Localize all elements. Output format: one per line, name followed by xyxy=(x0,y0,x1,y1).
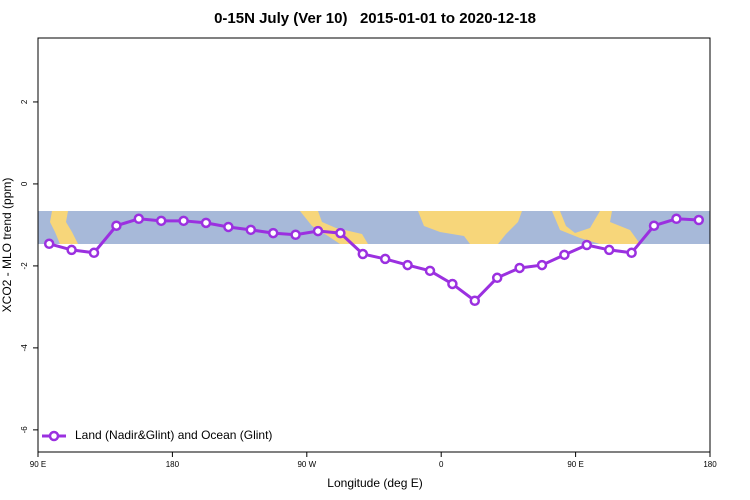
legend-marker xyxy=(48,430,60,442)
point xyxy=(155,215,167,227)
land xyxy=(418,211,522,244)
point xyxy=(111,220,122,231)
point xyxy=(648,220,660,231)
point xyxy=(536,259,548,271)
x-tick-label: 180 xyxy=(703,460,717,469)
map-band xyxy=(38,211,710,244)
point xyxy=(671,213,682,225)
point xyxy=(514,262,525,274)
y-tick-label: -2 xyxy=(20,262,29,270)
point xyxy=(267,227,279,239)
point xyxy=(43,238,55,250)
land xyxy=(300,211,368,244)
point xyxy=(693,214,705,226)
y-tick-label: -4 xyxy=(20,344,29,352)
point xyxy=(357,248,369,260)
point xyxy=(200,217,212,229)
x-axis-label: Longitude (deg E) xyxy=(327,476,422,490)
point xyxy=(469,295,481,306)
x-tick-label: 90 E xyxy=(30,460,46,469)
x-tick-label: 0 xyxy=(439,460,444,469)
x-tick-label: 90 W xyxy=(297,460,316,469)
chart-title: 0-15N July (Ver 10) 2015-01-01 to 2020-1… xyxy=(214,10,536,27)
point xyxy=(223,221,234,233)
legend-label: Land (Nadir&Glint) and Ocean (Glint) xyxy=(75,428,272,442)
x-tick-label: 180 xyxy=(166,460,180,469)
y-tick-label: -6 xyxy=(20,426,29,434)
point xyxy=(491,272,503,284)
plot-frame xyxy=(37,37,711,453)
point xyxy=(290,229,301,241)
land xyxy=(50,211,78,244)
point xyxy=(88,247,100,259)
point xyxy=(335,227,346,239)
point xyxy=(178,215,189,227)
y-axis-label: XCO2 - MLO trend (ppm) xyxy=(0,178,14,313)
point xyxy=(379,253,391,265)
point xyxy=(447,278,458,290)
y-tick-label: 0 xyxy=(20,181,29,186)
point xyxy=(312,225,324,237)
point xyxy=(133,213,145,225)
point xyxy=(66,244,77,256)
y-tick-label: 2 xyxy=(20,99,29,104)
point xyxy=(626,247,637,259)
x-tick-label: 90 E xyxy=(567,460,583,469)
point xyxy=(245,224,257,236)
point xyxy=(402,259,413,271)
point xyxy=(581,239,593,251)
land xyxy=(552,211,640,244)
point xyxy=(559,249,570,261)
point xyxy=(424,265,436,277)
point xyxy=(603,244,615,256)
